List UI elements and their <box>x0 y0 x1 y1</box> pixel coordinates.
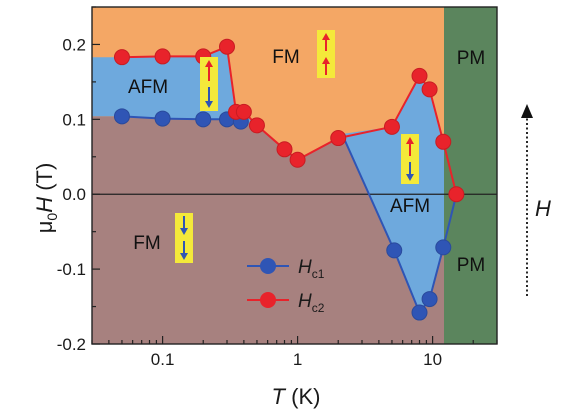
plot-frame <box>91 6 498 345</box>
hc2-point <box>235 103 252 120</box>
legend-hc2-label: Hc2 <box>298 291 325 315</box>
field-direction-indicator: H <box>521 104 551 296</box>
hc2-point <box>330 130 347 147</box>
region-label-pm-upper: PM <box>457 48 486 69</box>
legend-hc2-marker <box>260 292 276 308</box>
spin-arrow-down-icon <box>205 101 213 108</box>
hc2-point <box>435 133 452 150</box>
legend-symbol: H <box>298 257 312 278</box>
spin-arrow-down-icon <box>180 228 188 235</box>
y-axis-prefix: μ <box>32 221 57 234</box>
hc1-point <box>411 304 428 321</box>
region-label-afm-low: AFM <box>128 77 168 98</box>
hc1-point <box>195 111 212 128</box>
hc1-point <box>154 110 171 127</box>
spin-icon-fm-upper <box>317 30 335 78</box>
spin-icon-fm-lower <box>175 213 193 263</box>
hc1-point <box>421 291 438 308</box>
legend-subscript: c2 <box>312 301 325 315</box>
y-axis-unit: (T) <box>32 163 57 197</box>
svg-text:μ0H (T): μ0H (T) <box>32 163 60 234</box>
y-axis-symbol: H <box>32 197 57 213</box>
spin-icon-afm-low <box>200 57 218 111</box>
y-tick-label: 0.1 <box>62 110 86 129</box>
hc2-point <box>113 49 130 66</box>
region-label-pm-lower: PM <box>457 255 486 276</box>
hc1-point <box>386 242 403 259</box>
y-tick-label: 0.0 <box>62 185 86 204</box>
spin-box-background <box>401 134 419 184</box>
x-tick-label: 10 <box>423 350 442 369</box>
hc2-point <box>219 38 235 55</box>
hc2-point <box>421 81 438 98</box>
x-axis-title: T (K) <box>272 384 321 409</box>
hc2-point <box>289 151 306 168</box>
spin-arrow-down-icon <box>406 174 414 181</box>
spin-arrow-up-icon <box>322 33 330 40</box>
x-axis-symbol: T <box>272 384 287 409</box>
hc2-point <box>448 186 465 203</box>
legend-hc1-marker <box>260 258 276 274</box>
hc1-point <box>435 239 452 256</box>
region-label-fm-upper: FM <box>272 47 299 68</box>
legend-hc1-label: Hc1 <box>298 257 325 281</box>
region-label-fm-lower: FM <box>133 233 160 254</box>
legend-subscript: c1 <box>312 267 325 281</box>
hc2-point <box>276 141 293 158</box>
region-pm <box>444 7 497 344</box>
hc1-line-high-temperature <box>341 133 458 315</box>
y-axis-title: μ0H (T) <box>32 163 60 234</box>
x-tick-label: 1 <box>293 350 302 369</box>
field-arrow-head <box>521 104 533 118</box>
spin-box-background <box>200 57 218 111</box>
y-tick-label: 0.2 <box>62 35 86 54</box>
x-axis-unit: (K) <box>285 384 320 409</box>
hc1-point <box>113 108 130 125</box>
y-tick-label: -0.2 <box>57 335 86 354</box>
field-arrow-label: H <box>535 196 551 221</box>
plot-area: 0.1 1 10 0.2 0.1 0.0 -0.1 -0.2 FM AFM FM AFM PM PM Hc1… <box>57 6 498 369</box>
x-tick-label: 0.1 <box>151 350 175 369</box>
hc2-point <box>154 48 171 65</box>
hc2-point <box>383 118 400 135</box>
region-fm-lower <box>92 116 444 344</box>
hc2-point <box>248 117 265 134</box>
spin-arrow-up-icon <box>406 137 414 144</box>
spin-icon-afm-high <box>401 134 419 184</box>
y-tick-label: -0.1 <box>57 260 86 279</box>
legend-symbol: H <box>298 291 312 312</box>
hc2-point <box>411 67 428 84</box>
spin-arrow-up-icon <box>322 57 330 64</box>
svg-text:T (K): T (K) <box>272 384 321 409</box>
spin-arrow-up-icon <box>205 60 213 67</box>
region-label-afm-high: AFM <box>390 196 430 217</box>
spin-box-background <box>175 213 193 263</box>
spin-box-background <box>317 30 335 78</box>
y-axis-subscript: 0 <box>44 213 60 221</box>
spin-arrow-down-icon <box>180 253 188 260</box>
